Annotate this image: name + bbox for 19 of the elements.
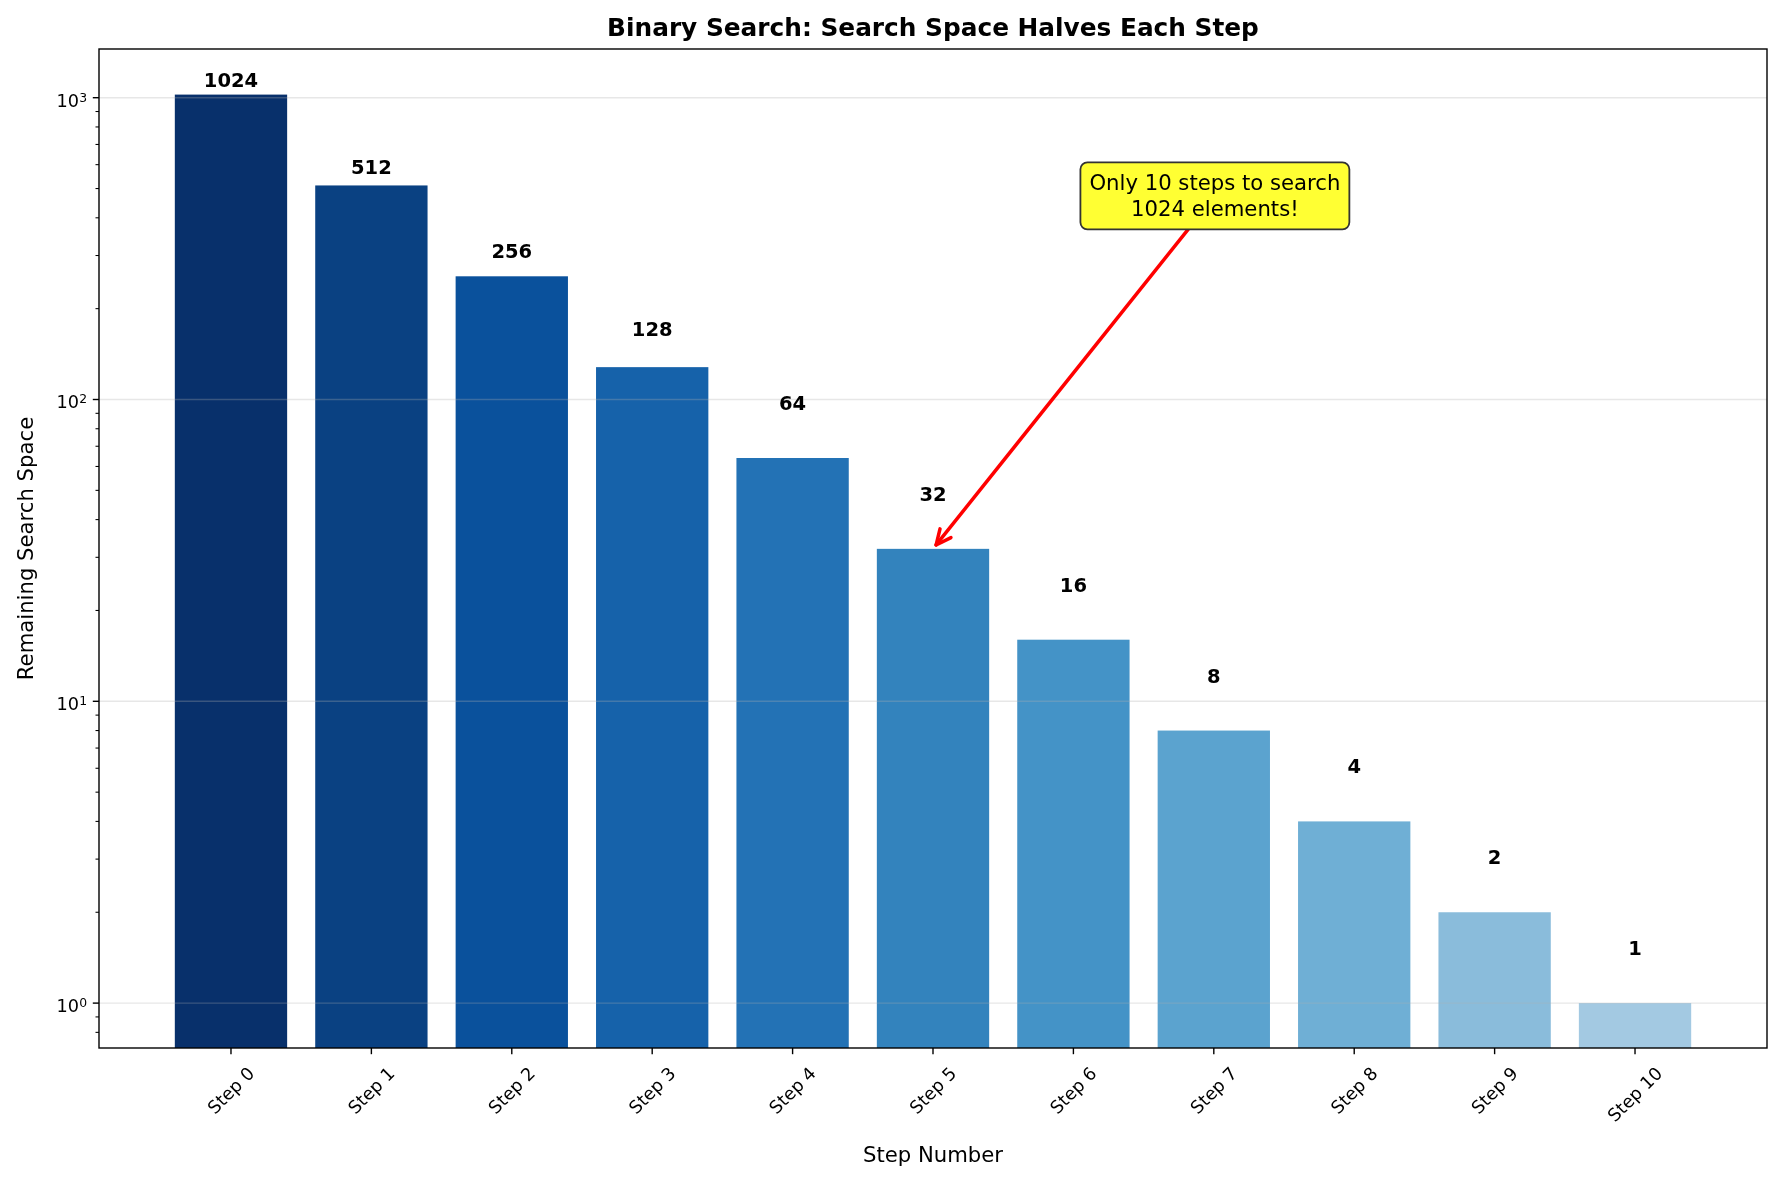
data-label: 8 [1207,664,1221,688]
data-label: 1024 [203,68,259,92]
y-tick-label: 10$^{1}$ [56,693,87,715]
data-label: 1 [1628,937,1642,961]
chart-title: Binary Search: Search Space Halves Each Step [607,13,1259,42]
y-tick-label: 10$^{0}$ [56,995,88,1016]
data-label: 32 [919,482,947,506]
data-label: 256 [491,239,533,263]
annotation: Only 10 steps to search 1024 elements! [1089,170,1341,222]
data-label: 4 [1347,755,1361,779]
data-label: 64 [779,392,807,415]
y-axis-title: Remaining Search Space [12,416,38,681]
x-axis-title: Step Number [862,1142,1004,1167]
data-label: 512 [351,155,392,179]
data-label: 128 [631,317,673,341]
data-label: 2 [1487,846,1502,870]
y-tick-label: 10$^{2}$ [56,391,87,413]
y-tick-label: 10$^{3}$ [56,89,87,111]
data-label: 16 [1059,573,1087,597]
